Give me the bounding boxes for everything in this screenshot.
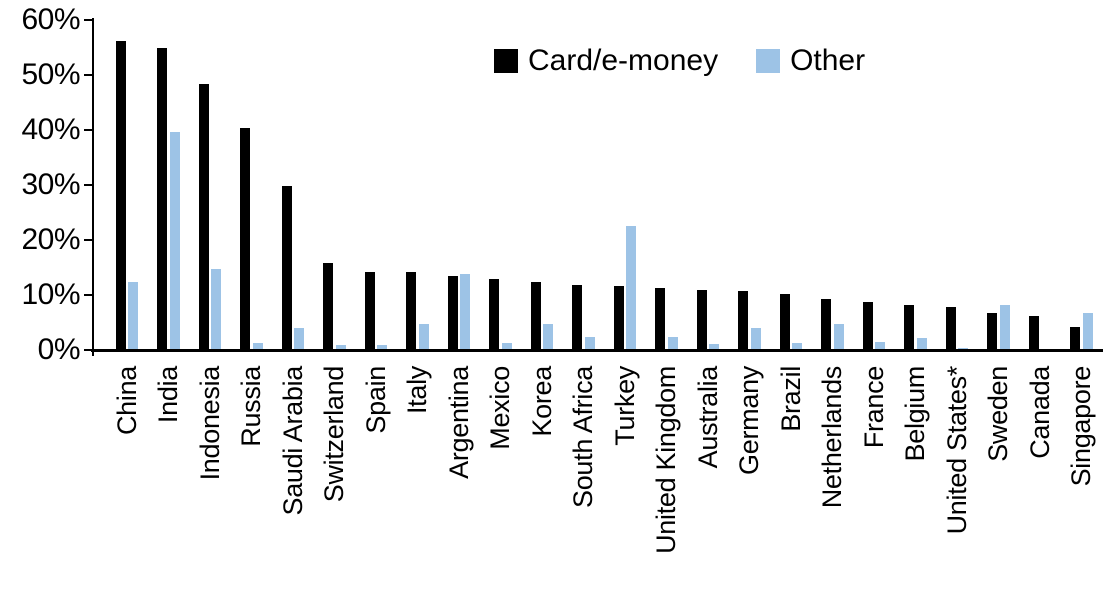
y-axis-tick-mark — [84, 74, 93, 76]
bar-other-china — [128, 281, 138, 350]
bar-other-spain — [377, 344, 387, 350]
bar-card-e-money-france — [862, 302, 873, 350]
bar-card-e-money-belgium — [904, 304, 914, 350]
bar-card-e-money-argentina — [447, 275, 458, 350]
bar-card-e-money-south-africa — [572, 285, 582, 350]
bar-other-russia — [252, 343, 263, 350]
bar-card-e-money-saudi-arabia — [281, 185, 292, 350]
bar-other-singapore — [1082, 312, 1093, 350]
bar-other-mexico — [501, 342, 512, 350]
y-axis-tick-mark — [84, 294, 93, 296]
bar-other-netherlands — [833, 323, 844, 350]
bar-card-e-money-turkey — [613, 285, 624, 350]
bar-other-germany — [750, 328, 761, 350]
bar-card-e-money-switzerland — [323, 263, 333, 350]
y-axis-tick-mark — [84, 349, 93, 351]
y-axis-tick-label-60: 60% — [21, 3, 80, 36]
bar-card-e-money-netherlands — [821, 298, 831, 350]
bar-card-e-money-germany — [738, 290, 748, 350]
y-axis-line — [92, 18, 94, 356]
legend-item-card-e-money: Card/e-money — [494, 44, 718, 78]
bar-other-argentina — [460, 273, 470, 350]
y-axis-tick-mark — [84, 129, 93, 131]
legend-item-other: Other — [756, 44, 865, 78]
y-axis-tick-label-30: 30% — [21, 168, 80, 201]
bar-card-e-money-indonesia — [198, 84, 209, 350]
bar-other-belgium — [916, 338, 927, 350]
bar-card-e-money-united-kingdom — [655, 288, 665, 350]
legend: Card/e-money Other — [494, 44, 865, 78]
bar-card-e-money-spain — [364, 272, 375, 350]
y-axis-tick-label-20: 20% — [21, 223, 80, 256]
bar-card-e-money-canada — [1028, 315, 1039, 350]
y-axis-tick-mark — [84, 19, 93, 21]
bar-card-e-money-italy — [406, 272, 416, 350]
x-axis-line — [91, 349, 1103, 352]
y-axis-tick-mark — [84, 184, 93, 186]
bar-card-e-money-sweden — [987, 312, 997, 350]
legend-label-other: Other — [790, 44, 866, 77]
bar-other-indonesia — [211, 269, 221, 350]
y-axis-tick-label-0: 0% — [37, 333, 81, 366]
bar-other-australia — [709, 343, 719, 350]
card-e-money-swatch-icon — [494, 49, 518, 73]
bar-other-france — [875, 341, 885, 350]
bar-other-india — [169, 132, 180, 350]
bar-other-sweden — [999, 305, 1010, 350]
bar-other-turkey — [626, 225, 636, 350]
bar-card-e-money-singapore — [1070, 327, 1080, 350]
other-swatch-icon — [756, 49, 781, 73]
bar-card-e-money-united-states — [945, 306, 956, 350]
bar-other-south-africa — [584, 336, 595, 350]
bar-card-e-money-china — [115, 40, 126, 350]
bar-card-e-money-russia — [240, 127, 250, 350]
bar-other-korea — [543, 324, 553, 350]
y-axis-tick-label-50: 50% — [21, 58, 80, 91]
y-axis-tick-mark — [84, 239, 93, 241]
bar-other-switzerland — [335, 344, 346, 350]
bar-card-e-money-mexico — [489, 278, 499, 350]
bar-other-saudi-arabia — [294, 328, 304, 350]
bar-other-brazil — [792, 343, 802, 350]
bar-other-united-kingdom — [667, 336, 678, 350]
bar-card-e-money-brazil — [779, 294, 790, 350]
bar-card-e-money-australia — [696, 289, 707, 350]
bar-card-e-money-india — [157, 47, 167, 350]
y-axis-tick-label-10: 10% — [21, 278, 80, 311]
legend-label-card-e-money: Card/e-money — [528, 44, 719, 77]
bar-other-italy — [418, 324, 429, 350]
y-axis-tick-label-40: 40% — [21, 113, 80, 146]
bar-card-e-money-korea — [530, 281, 541, 350]
